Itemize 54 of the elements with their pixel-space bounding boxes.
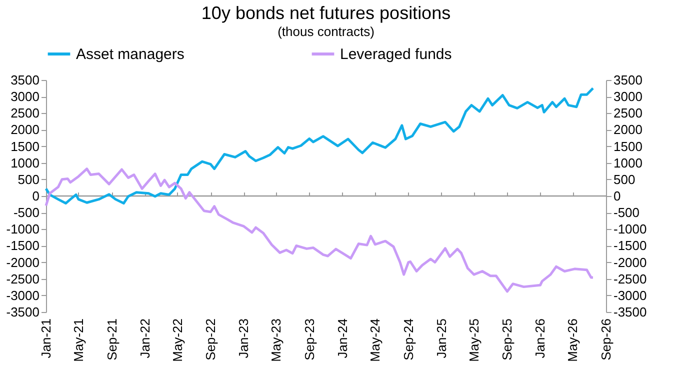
y-tick-label: 500 <box>18 172 40 187</box>
y-tick-label: -1000 <box>6 222 40 237</box>
y2-tick-label: 2000 <box>614 122 642 138</box>
y2-tick-label: -1000 <box>614 222 647 237</box>
y2-tick-label: -1500 <box>614 238 647 254</box>
y-tick-label: 2500 <box>10 106 40 121</box>
y-tick-label: -3000 <box>6 288 40 303</box>
y-tick-label: -1500 <box>6 238 40 254</box>
y-tick-label: 0 <box>32 188 40 204</box>
legend-label: Asset managers <box>76 46 184 63</box>
y2-tick-label: 1500 <box>614 138 642 154</box>
x-tick-label: Sep-22 <box>203 318 218 360</box>
x-tick-label: May-24 <box>368 318 383 362</box>
line-series <box>44 168 594 293</box>
x-tick-label: Jan-25 <box>434 318 449 358</box>
y-tick-label: -3500 <box>6 304 40 320</box>
x-tick-label: May-23 <box>268 318 284 362</box>
x-tick-label: May-22 <box>170 318 185 362</box>
y2-tick-label: -500 <box>614 205 640 220</box>
y2-tick-label: 0 <box>614 188 621 204</box>
y-tick-label: 1000 <box>10 155 40 170</box>
x-tick-label: Jan-24 <box>334 318 350 358</box>
x-tick-label: Jan-23 <box>236 318 252 358</box>
x-tick-label: Sep-21 <box>104 318 120 360</box>
y-tick-label: 3000 <box>10 89 40 104</box>
y2-tick-label: 2500 <box>614 106 642 121</box>
chart-subtitle: (thous contracts) <box>278 24 374 39</box>
line-series <box>44 87 594 205</box>
x-tick-label: Jan-26 <box>532 318 548 358</box>
y2-tick-label: -3000 <box>614 288 647 303</box>
y2-tick-label: 500 <box>614 172 636 187</box>
y2-tick-label: 3500 <box>614 72 642 88</box>
x-tick-label: Sep-25 <box>500 318 515 360</box>
y2-tick-label: -2000 <box>614 254 647 270</box>
y2-tick-label: 1000 <box>614 155 642 170</box>
x-tick-label: May-25 <box>466 318 482 362</box>
x-tick-label: May-21 <box>70 318 86 362</box>
x-tick-label: Sep-24 <box>400 318 416 360</box>
y-tick-label: 3500 <box>10 72 40 88</box>
y-tick-label: -2000 <box>6 254 40 270</box>
x-tick-label: Jan-21 <box>38 318 54 358</box>
y-tick-label: 2000 <box>10 122 40 138</box>
x-tick-label: May-26 <box>565 318 580 362</box>
x-tick-label: Jan-22 <box>137 318 152 358</box>
y-tick-label: -500 <box>13 205 40 220</box>
chart-title: 10y bonds net futures positions <box>201 3 451 23</box>
x-tick-label: Sep-23 <box>302 318 317 360</box>
y-tick-label: 1500 <box>10 138 40 154</box>
y2-tick-label: -3500 <box>614 304 647 320</box>
legend-label: Leveraged funds <box>340 46 452 63</box>
x-tick-label: Sep-26 <box>598 318 614 360</box>
y2-tick-label: 3000 <box>614 89 642 104</box>
y-tick-label: -2500 <box>6 271 40 286</box>
y2-tick-label: -2500 <box>614 271 647 286</box>
